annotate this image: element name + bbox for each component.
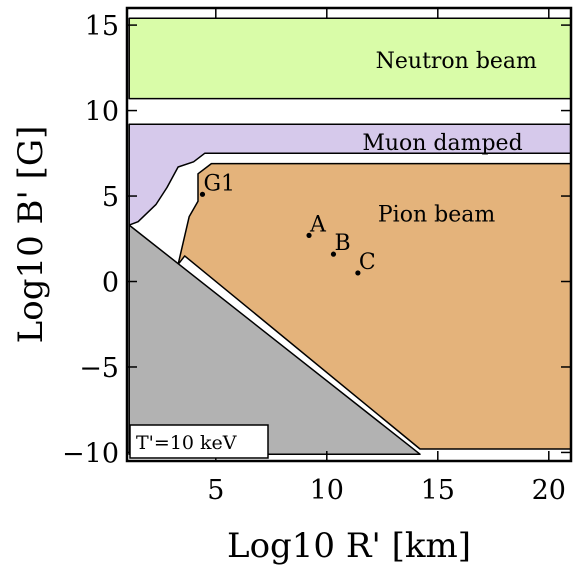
- x-tick-label: 5: [207, 475, 224, 506]
- annotation-box: [129, 424, 269, 459]
- point-b: [330, 251, 337, 257]
- point-label-c: C: [359, 250, 376, 275]
- y-tick-label: −5: [79, 353, 119, 384]
- y-tick-label: 10: [85, 97, 119, 128]
- point-a: [306, 232, 312, 238]
- y-tick-label: −10: [62, 438, 119, 469]
- x-tick-label: 10: [310, 475, 344, 506]
- points-layer: ABC G1: [199, 171, 376, 276]
- region-label-pion-beam: Pion beam: [378, 203, 495, 228]
- x-tick-label: 20: [532, 475, 566, 506]
- region-label-muon-damped: Muon damped: [362, 131, 522, 156]
- region-label-neutron-beam: Neutron beam: [376, 49, 537, 74]
- y-axis-title: Log10 B' [G]: [11, 126, 51, 344]
- point-label-b: B: [334, 231, 350, 256]
- annotation-text: T'=10 keV: [136, 432, 237, 454]
- point-c: [355, 270, 361, 276]
- region-muon-damped: [128, 123, 572, 226]
- region-excluded: [128, 224, 421, 455]
- regions-layer: [128, 17, 572, 455]
- y-tick-label: 5: [102, 182, 119, 213]
- labels-layer: Log10 R' [km] Log10 B' [G] Neutron beam Muo…: [11, 49, 537, 566]
- region-pion-beam: [177, 162, 572, 450]
- x-tick-label: 15: [421, 475, 455, 506]
- y-tick-label: 0: [102, 268, 119, 299]
- point-label-a: A: [309, 212, 327, 237]
- x-axis-title: Log10 R' [km]: [227, 526, 471, 566]
- plot-frame: [125, 6, 573, 463]
- y-tick-label: 15: [85, 11, 119, 42]
- point-g1: [199, 191, 206, 197]
- point-label-g1: G1: [203, 171, 235, 196]
- axis-ticks-layer: 5 10 15 20 −10 −5 0 5 10 15: [62, 8, 571, 506]
